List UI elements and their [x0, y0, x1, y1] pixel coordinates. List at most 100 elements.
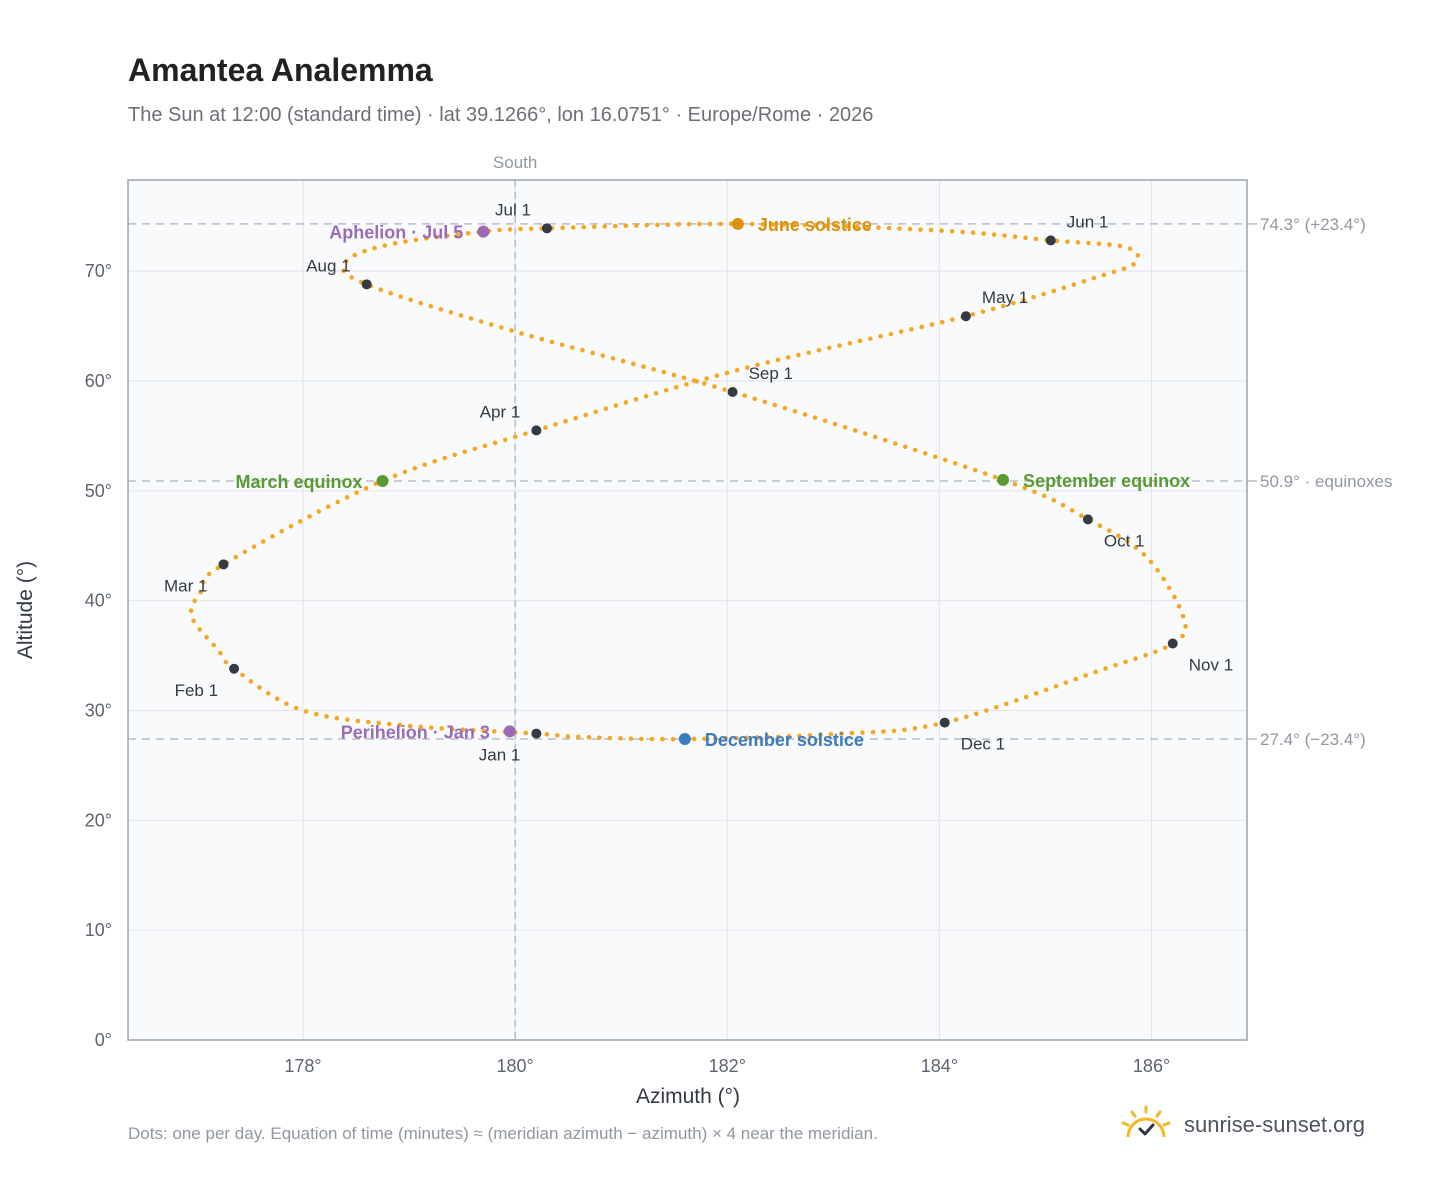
- day-dot: [600, 353, 606, 358]
- day-dot: [499, 325, 504, 330]
- day-dot: [670, 736, 676, 742]
- month-label: Sep 1: [749, 364, 793, 383]
- day-dot: [1061, 285, 1067, 291]
- day-dot: [583, 412, 588, 418]
- day-dot: [240, 672, 245, 678]
- day-dot: [633, 397, 639, 402]
- month-label: Jan 1: [479, 746, 521, 765]
- day-dot: [802, 412, 808, 417]
- day-dot: [1032, 489, 1037, 495]
- day-dot: [438, 307, 444, 312]
- month-marker: [218, 559, 229, 570]
- day-dot: [418, 300, 424, 306]
- day-dot: [325, 504, 331, 510]
- day-dot: [211, 642, 217, 648]
- day-dot: [745, 365, 750, 370]
- day-dot: [752, 396, 758, 402]
- day-dot: [408, 297, 414, 303]
- month-marker: [229, 663, 240, 674]
- month-label: Nov 1: [1189, 655, 1233, 674]
- day-dot: [512, 434, 518, 440]
- day-dot: [529, 334, 534, 339]
- day-dot: [792, 409, 798, 414]
- day-dot: [549, 339, 555, 345]
- event-marker: [376, 474, 389, 487]
- day-dot: [992, 474, 998, 480]
- day-dot: [909, 327, 914, 332]
- day-dot: [341, 268, 346, 274]
- x-tick-label: 178°: [284, 1056, 321, 1076]
- day-dot: [1033, 236, 1039, 242]
- footnote: Dots: one per day. Equation of time (min…: [128, 1124, 878, 1143]
- day-dot: [1133, 656, 1138, 661]
- day-dot: [970, 312, 976, 317]
- y-tick-label: 10°: [85, 920, 112, 940]
- day-dot: [1086, 240, 1091, 246]
- day-dot: [449, 726, 455, 732]
- day-dot: [939, 319, 945, 325]
- day-dot: [270, 534, 275, 539]
- reference-label: 74.3° (+23.4°): [1260, 215, 1366, 234]
- day-dot: [618, 736, 623, 741]
- x-tick-label: 182°: [709, 1056, 746, 1076]
- day-dot: [1004, 701, 1009, 707]
- day-dot: [837, 343, 842, 348]
- day-dot: [355, 718, 361, 724]
- day-dot: [724, 370, 730, 376]
- chart-subtitle: The Sun at 12:00 (standard time) · lat 3…: [128, 104, 874, 126]
- month-marker: [1167, 638, 1178, 649]
- day-dot: [260, 539, 266, 544]
- day-dot: [242, 549, 248, 555]
- day-dot: [684, 382, 689, 387]
- x-tick-label: 184°: [921, 1056, 958, 1076]
- y-tick-label: 70°: [85, 261, 112, 281]
- markers: Jan 1 Feb 1 Mar 1 Apr 1 May 1 Jun 1 Jul 1 Aug 1…: [164, 200, 1233, 764]
- x-tick-label: 186°: [1133, 1056, 1170, 1076]
- brand[interactable]: sunrise-sunset.org: [1120, 1100, 1365, 1150]
- day-dot: [782, 405, 788, 411]
- event-label: Aphelion · Jul 5: [329, 223, 463, 243]
- day-dot: [265, 691, 271, 696]
- day-dot: [586, 734, 592, 740]
- event-marker: [678, 733, 691, 746]
- day-dot: [1075, 240, 1081, 245]
- grid-layer: [128, 180, 1247, 1040]
- day-dot: [481, 728, 487, 734]
- day-dot: [691, 736, 697, 742]
- brand-name[interactable]: sunrise-sunset.org: [1184, 1112, 1365, 1137]
- day-dot: [1083, 673, 1088, 678]
- day-dot: [424, 236, 429, 241]
- day-dot: [560, 225, 565, 231]
- day-dot: [712, 736, 718, 741]
- month-label: Apr 1: [480, 402, 521, 421]
- day-dot: [949, 228, 955, 234]
- day-dot: [644, 222, 650, 228]
- day-dot: [528, 226, 534, 232]
- plot-frame: [127, 179, 1248, 1041]
- day-dot: [681, 375, 687, 381]
- day-dot: [660, 736, 665, 742]
- day-dot: [1093, 669, 1098, 675]
- day-dot: [980, 309, 986, 314]
- day-dot: [349, 275, 355, 280]
- day-dot: [1172, 594, 1177, 600]
- day-dot: [665, 222, 671, 227]
- day-dot: [1069, 508, 1075, 513]
- event-marker: [477, 225, 490, 238]
- day-dot: [1148, 559, 1154, 565]
- day-dot: [354, 490, 359, 496]
- month-label: Feb 1: [175, 681, 218, 700]
- day-dot: [324, 714, 329, 719]
- day-dot: [569, 345, 575, 350]
- day-dot: [776, 734, 781, 740]
- day-dot: [872, 434, 878, 440]
- event-label: March equinox: [236, 472, 363, 492]
- day-dot: [303, 709, 309, 714]
- day-dot: [1079, 513, 1084, 519]
- day-dot: [439, 726, 445, 731]
- month-label: Oct 1: [1104, 531, 1145, 550]
- day-dot: [472, 446, 478, 452]
- chart-title: Amantea Analemma: [128, 52, 433, 88]
- day-dot: [279, 529, 284, 534]
- day-dot: [1161, 576, 1166, 582]
